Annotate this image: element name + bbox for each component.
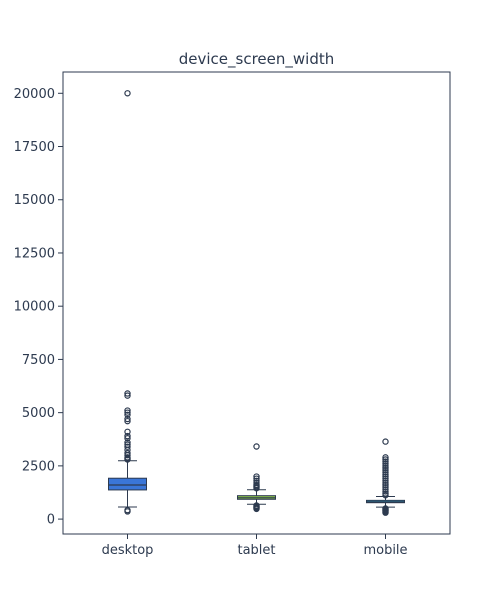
outlier-point: [382, 505, 389, 512]
box-group-tablet: [237, 443, 276, 513]
outlier-point: [124, 439, 131, 446]
y-tick-label: 0: [47, 513, 55, 528]
outlier-point: [124, 428, 131, 436]
y-tick-label: 2500: [22, 459, 55, 474]
outlier-point: [382, 486, 389, 493]
outlier-point: [253, 479, 260, 487]
y-axis: 0 2500 5000 7500 10000 12500 15000 17500 20000: [14, 87, 63, 528]
outlier-point: [124, 415, 131, 423]
y-tick-label: 10000: [14, 300, 55, 315]
outlier-point: [124, 392, 131, 399]
y-tick-label: 20000: [14, 87, 55, 102]
outlier-point: [382, 475, 389, 482]
outlier-point: [124, 90, 131, 97]
outlier-point: [382, 483, 389, 491]
boxes: [108, 90, 405, 516]
outlier-point: [253, 502, 260, 509]
outlier-point: [124, 454, 131, 461]
outlier-point: [253, 481, 260, 489]
outlier-point: [124, 407, 131, 414]
outlier-point: [124, 443, 131, 450]
outlier-point: [382, 477, 389, 484]
outlier-point: [253, 443, 260, 450]
outlier-point: [124, 390, 131, 397]
outlier-point: [382, 456, 389, 463]
x-axis: desktop tablet mobile: [102, 534, 408, 558]
outlier-point: [253, 477, 260, 484]
outlier-point: [382, 473, 389, 480]
outlier-point: [124, 409, 131, 416]
outlier-point: [124, 506, 131, 514]
outlier-point: [382, 490, 389, 497]
outlier-point: [382, 458, 389, 465]
outlier-point: [124, 434, 131, 442]
y-tick-label: 15000: [14, 193, 55, 208]
box: [108, 477, 147, 491]
outlier-point: [382, 488, 389, 495]
outlier-point: [382, 471, 389, 478]
box-group-mobile: [366, 438, 405, 516]
y-tick-label: 5000: [22, 406, 55, 421]
outlier-point: [382, 460, 389, 467]
x-tick-label: mobile: [363, 543, 407, 558]
outlier-point: [253, 473, 260, 480]
chart-title: device_screen_width: [179, 50, 334, 69]
outlier-point: [253, 475, 260, 482]
outlier-point: [124, 432, 131, 440]
outlier-point: [124, 441, 131, 448]
box-group-desktop: [108, 90, 147, 515]
y-tick-label: 12500: [14, 246, 55, 261]
x-tick-label: tablet: [237, 543, 275, 558]
y-tick-label: 17500: [14, 140, 55, 155]
outlier-point: [124, 411, 131, 418]
outlier-point: [124, 417, 131, 425]
outlier-point: [382, 469, 389, 476]
outlier-point: [382, 479, 389, 487]
outlier-point: [124, 449, 131, 457]
outlier-point: [382, 466, 389, 474]
outlier-point: [382, 438, 389, 445]
y-tick-label: 7500: [22, 353, 55, 368]
plot-area: [62, 71, 451, 535]
outlier-point: [382, 462, 389, 470]
outlier-point: [382, 464, 389, 472]
outlier-point: [382, 481, 389, 489]
outlier-point: [382, 454, 389, 461]
x-tick-label: desktop: [102, 543, 154, 558]
